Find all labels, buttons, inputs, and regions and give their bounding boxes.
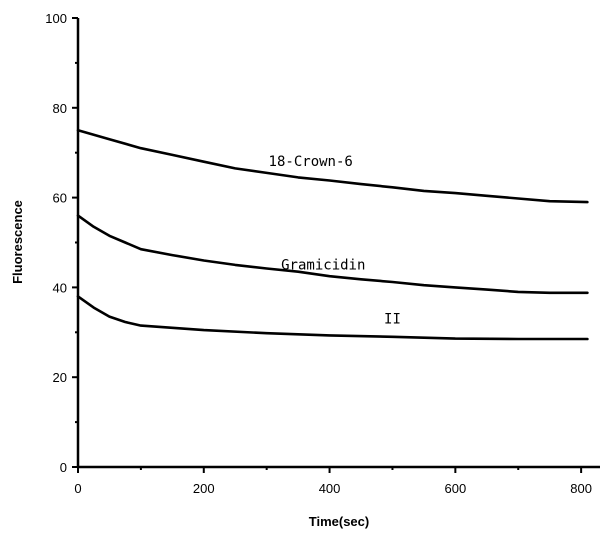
- x-tick-label: 0: [74, 481, 81, 496]
- y-axis-title: Fluorescence: [10, 200, 25, 284]
- x-tick-label: 200: [193, 481, 215, 496]
- x-tick-label: 800: [570, 481, 592, 496]
- tick-labels: 0 20 40 60 80 100 0 200 400 600 800: [45, 11, 592, 496]
- x-axis-title: Time(sec): [309, 514, 369, 529]
- series-label: Gramicidin: [281, 257, 365, 273]
- x-tick-label: 400: [319, 481, 341, 496]
- y-tick-label: 80: [53, 101, 67, 116]
- series-labels: 18-Crown-6 Gramicidin II: [269, 154, 401, 327]
- y-tick-label: 20: [53, 370, 67, 385]
- series-label: II: [384, 311, 401, 327]
- ticks: [72, 17, 583, 473]
- series-18-crown-6-curve: [76, 129, 589, 204]
- data-curves: [76, 129, 589, 341]
- y-tick-label: 0: [60, 460, 67, 475]
- y-tick-label: 100: [45, 11, 67, 26]
- y-tick-label: 40: [53, 280, 67, 295]
- x-tick-label: 600: [444, 481, 466, 496]
- series-label: 18-Crown-6: [269, 154, 353, 170]
- series-ii-curve: [76, 295, 589, 341]
- y-tick-label: 60: [53, 191, 67, 206]
- series-gramicidin-curve: [76, 214, 589, 295]
- axes: [76, 18, 600, 469]
